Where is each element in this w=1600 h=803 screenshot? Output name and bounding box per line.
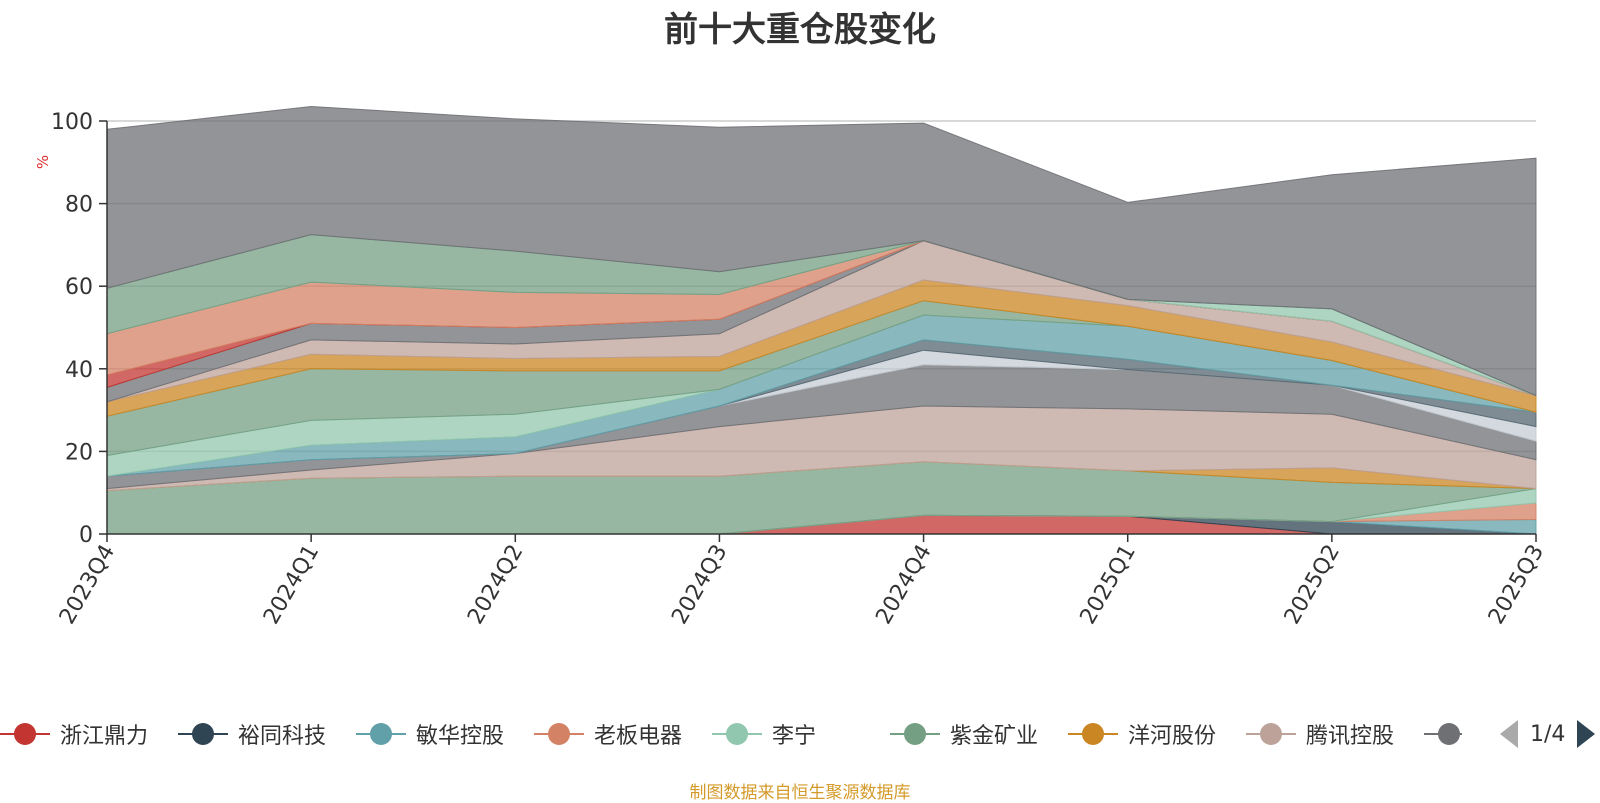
x-tick-label: 2024Q3	[667, 541, 732, 629]
y-axis-ticks: 0 20 40 60 80 100	[51, 110, 107, 548]
legend-marker-icon	[890, 716, 940, 752]
legend: 浙江鼎力 裕同科技 敏华控股 老板电器 李宁 紫金矿业 洋河股份 腾讯控股 美的集团	[0, 716, 1600, 752]
legend-item[interactable]: 洋河股份	[1068, 716, 1216, 752]
x-axis-ticks: 2023Q4 2024Q1 2024Q2 2024Q3 2024Q4 2025Q1 2025…	[55, 534, 1549, 629]
legend-label: 浙江鼎力	[60, 724, 149, 749]
legend-item[interactable]: 裕同科技	[178, 716, 326, 752]
legend-marker-icon	[1424, 716, 1462, 752]
legend-item[interactable]: 腾讯控股	[1246, 716, 1394, 752]
legend-item[interactable]: 李宁	[712, 716, 816, 752]
y-tick-label: 100	[51, 110, 93, 135]
x-tick-label: 2025Q1	[1076, 541, 1141, 629]
legend-label: 紫金矿业	[950, 724, 1039, 749]
legend-marker-icon	[1246, 716, 1296, 752]
area-series-22	[106, 105, 1537, 397]
y-tick-label: 60	[65, 275, 93, 300]
y-axis-unit-label: %	[34, 155, 52, 169]
x-tick-label: 2025Q3	[1484, 541, 1549, 629]
x-tick-label: 2025Q2	[1280, 541, 1345, 629]
legend-label: 敏华控股	[416, 724, 505, 749]
legend-marker-icon	[0, 716, 50, 752]
chart-title: 前十大重仓股变化	[664, 10, 936, 50]
x-tick-label: 2024Q2	[463, 541, 528, 629]
legend-item[interactable]: 紫金矿业	[890, 716, 1038, 752]
legend-page-indicator: 1/4	[1530, 721, 1566, 747]
legend-label: 裕同科技	[238, 724, 327, 749]
legend-item[interactable]: 老板电器	[534, 716, 682, 752]
legend-item[interactable]: 美的集团	[1424, 716, 1462, 752]
y-tick-label: 40	[65, 358, 93, 383]
legend-marker-icon	[534, 716, 584, 752]
legend-label: 老板电器	[594, 724, 683, 749]
y-tick-label: 80	[65, 193, 93, 218]
legend-marker-icon	[356, 716, 406, 752]
data-source-note: 制图数据来自恒生聚源数据库	[689, 783, 911, 803]
y-tick-label: 0	[79, 523, 93, 548]
legend-item[interactable]: 敏华控股	[356, 716, 504, 752]
stacked-areas	[106, 105, 1537, 535]
x-tick-label: 2024Q1	[259, 541, 324, 629]
legend-item[interactable]: 浙江鼎力	[0, 716, 148, 752]
legend-label: 洋河股份	[1128, 724, 1217, 749]
legend-marker-icon	[1068, 716, 1118, 752]
y-tick-label: 20	[65, 440, 93, 465]
axes	[106, 121, 1536, 535]
triangle-right-icon[interactable]	[1577, 720, 1596, 748]
legend-marker-icon	[178, 716, 228, 752]
x-tick-label: 2024Q4	[871, 541, 936, 629]
legend-items-viewport: 浙江鼎力 裕同科技 敏华控股 老板电器 李宁 紫金矿业 洋河股份 腾讯控股 美的集团	[0, 716, 1462, 752]
legend-label: 腾讯控股	[1306, 724, 1395, 749]
triangle-left-icon[interactable]	[1500, 720, 1518, 748]
x-tick-label: 2023Q4	[55, 541, 120, 629]
legend-marker-icon	[712, 716, 762, 752]
legend-label: 李宁	[772, 724, 817, 749]
legend-pager: 1/4	[1500, 716, 1596, 752]
